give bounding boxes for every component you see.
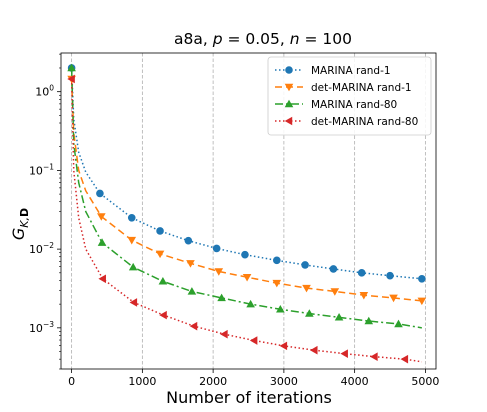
series-marina-rand-80 <box>67 63 422 329</box>
series-marker <box>67 63 76 72</box>
y-tick-label: 100 <box>35 84 54 99</box>
x-tick-label: 5000 <box>411 375 439 388</box>
series-line <box>70 67 422 329</box>
plot-frame <box>60 52 437 370</box>
legend-label: det-MARINA rand-1 <box>311 82 412 94</box>
series-marker <box>156 227 164 235</box>
series-marker <box>97 238 107 246</box>
series-marker <box>330 288 340 296</box>
legend-item: MARINA rand-1 <box>275 65 391 77</box>
series-marker <box>273 256 281 265</box>
series-marker <box>400 354 409 364</box>
series-marker <box>305 309 314 317</box>
series-layer <box>67 63 427 364</box>
legend-marker <box>284 83 294 92</box>
series-marker <box>302 284 311 293</box>
series-marker <box>187 287 197 295</box>
series-marker <box>129 298 138 307</box>
series-marker <box>340 349 348 358</box>
series-marker <box>249 336 258 345</box>
series-marker <box>276 304 285 313</box>
series-marker <box>357 269 366 277</box>
y-axis-label: GK,D <box>9 208 31 240</box>
series-marker <box>98 274 106 284</box>
series-marker <box>96 189 104 198</box>
legend: MARINA rand-1 det-MARINA rand-1 MARINA ran… <box>267 56 432 136</box>
series-marker <box>334 313 344 321</box>
series-marker <box>241 250 249 259</box>
legend-label: MARINA rand-1 <box>311 65 391 77</box>
series-marina-rand-1 <box>67 64 426 283</box>
legend-marker <box>284 99 294 108</box>
series-det-marina-rand-80 <box>67 74 422 364</box>
series-marker <box>301 261 309 269</box>
axes: 0 1000 2000 3000 4000 5000 10−3 10−2 10−1 100 <box>29 53 439 388</box>
legend-item: MARINA rand-80 <box>275 99 397 111</box>
series-marker <box>242 273 252 282</box>
series-marker <box>417 297 427 306</box>
y-tick-label: 10−3 <box>29 320 54 335</box>
series-marker <box>246 299 255 308</box>
x-tick-label: 1000 <box>128 375 156 388</box>
x-tick-label: 2000 <box>199 375 227 388</box>
x-axis-label: Number of iterations <box>166 388 332 407</box>
legend-marker <box>285 66 293 74</box>
y-tick-label: 10−2 <box>29 241 54 256</box>
series-marker <box>370 352 378 361</box>
series-marker <box>184 236 193 245</box>
y-tick-label: 10−1 <box>29 162 54 177</box>
series-det-marina-rand-1 <box>67 75 427 306</box>
series-marker <box>272 279 282 288</box>
x-tick-label: 3000 <box>270 375 298 388</box>
legend-item: det-MARINA rand-80 <box>275 116 418 128</box>
legend-box <box>267 56 432 136</box>
series-marker <box>364 316 374 325</box>
series-marker <box>329 265 338 273</box>
series-marker <box>155 250 165 259</box>
x-tick-label: 0 <box>68 375 75 388</box>
series-line <box>70 78 422 302</box>
series-marker <box>217 293 226 302</box>
series-marker <box>214 268 224 276</box>
series-marker <box>212 244 221 253</box>
series-marker <box>189 321 198 331</box>
series-marker <box>386 271 394 280</box>
legend-label: MARINA rand-80 <box>311 99 397 111</box>
series-marker <box>418 274 426 283</box>
legend-marker <box>284 116 293 126</box>
series-marker <box>359 291 369 300</box>
series-marker <box>127 213 136 222</box>
series-marker <box>159 310 167 320</box>
legend-label: det-MARINA rand-80 <box>311 116 418 128</box>
series-marker <box>220 329 228 339</box>
series-marker <box>186 260 195 268</box>
chart-title: a8a, p = 0.05, n = 100 <box>174 30 352 48</box>
series-marker <box>158 277 168 285</box>
legend-item: det-MARINA rand-1 <box>275 82 412 94</box>
series-marker <box>310 345 318 355</box>
series-line <box>70 78 422 363</box>
series-marker <box>389 294 398 303</box>
series-marker <box>97 213 106 221</box>
series-marker <box>394 319 403 328</box>
series-marker <box>127 236 137 245</box>
series-marker <box>279 341 288 351</box>
series-marker <box>128 262 138 271</box>
x-tick-label: 4000 <box>341 375 369 388</box>
series-marker <box>67 74 75 84</box>
